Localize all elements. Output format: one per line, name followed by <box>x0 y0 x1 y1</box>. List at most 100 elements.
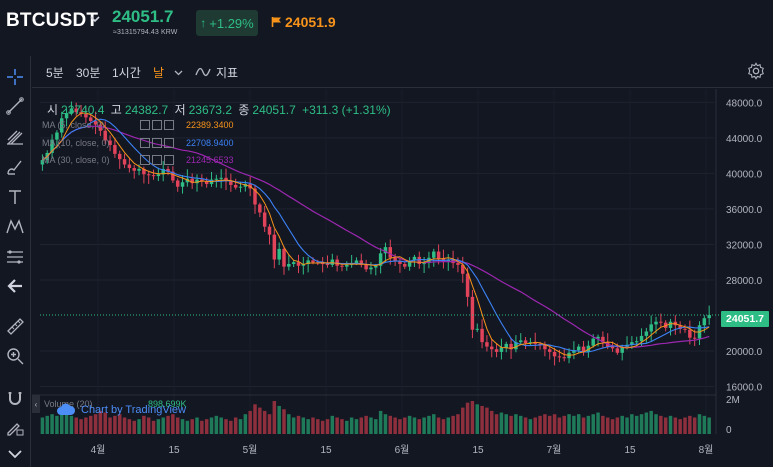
candle-body <box>610 346 615 349</box>
volume-bar <box>668 415 673 434</box>
volume-value: 898.699K <box>148 399 187 409</box>
volume-bar <box>243 414 248 434</box>
candlestick-chart[interactable]: 48000.0 44000.0 40000.0 36000.0 32000.0 28000… <box>32 89 773 467</box>
candle-body <box>552 351 557 357</box>
lock-tool[interactable] <box>4 416 26 438</box>
candle-body <box>668 321 673 328</box>
collapse-legend-button[interactable]: ‹ <box>32 395 40 413</box>
pattern-tool[interactable] <box>4 216 26 238</box>
more-tools[interactable] <box>4 443 26 465</box>
volume-bar <box>267 414 272 434</box>
volume-bar <box>364 415 368 434</box>
timeframe-1h[interactable]: 1시간 <box>112 66 141 80</box>
tradingview-credit[interactable]: Chart by TradingView <box>56 403 186 416</box>
volume-bar <box>562 415 566 434</box>
candle-body <box>509 343 513 350</box>
candle-body <box>596 336 600 339</box>
chevron-down-icon[interactable] <box>174 68 183 77</box>
candle-body <box>490 346 494 350</box>
volume-bar <box>60 410 64 434</box>
close-value: 24051.7 <box>252 103 296 117</box>
candle-body <box>480 328 484 343</box>
pitchfork-tool[interactable] <box>4 126 26 148</box>
volume-bar <box>253 404 257 434</box>
eye-icon[interactable] <box>140 155 150 165</box>
close-icon[interactable] <box>164 120 174 130</box>
close-icon[interactable] <box>164 155 174 165</box>
volume-bar <box>591 414 595 434</box>
eye-icon[interactable] <box>140 120 150 130</box>
symbol-selector[interactable]: BTCUSDT <box>6 10 99 31</box>
candle-body <box>620 347 624 353</box>
settings-gear-icon[interactable] <box>747 62 765 80</box>
volume-bar <box>142 415 146 434</box>
chevron-down-icon[interactable] <box>90 14 100 24</box>
volume-bar <box>340 419 344 434</box>
candle-body <box>55 132 59 140</box>
candle-body <box>688 329 692 338</box>
candle-body <box>50 139 54 153</box>
brush-tool[interactable] <box>4 156 26 178</box>
candle-body <box>572 350 576 353</box>
candle-body <box>229 181 233 185</box>
ma10-line <box>42 118 710 353</box>
trend-line-tool[interactable] <box>4 95 26 117</box>
candle-body <box>586 345 591 352</box>
timeframe-day[interactable]: 날 <box>153 66 165 80</box>
back-tool[interactable] <box>4 275 26 297</box>
volume-bar <box>345 420 349 434</box>
fibonacci-icon <box>7 250 23 264</box>
crosshair-tool[interactable] <box>4 66 26 88</box>
eye-icon[interactable] <box>140 138 150 148</box>
candle-body <box>678 325 682 329</box>
settings-icon[interactable] <box>152 155 162 165</box>
timeframe-5m[interactable]: 5분 <box>46 66 64 80</box>
measure-tool[interactable] <box>4 315 26 337</box>
indicators-button[interactable]: 지표 <box>216 66 239 80</box>
x-tick-label: 15 <box>624 445 636 456</box>
timeframe-30m[interactable]: 30분 <box>76 66 101 80</box>
volume-bar <box>678 419 682 434</box>
settings-icon[interactable] <box>152 138 162 148</box>
zoom-tool[interactable] <box>4 345 26 367</box>
volume-bar <box>480 405 484 434</box>
text-tool[interactable] <box>4 186 26 208</box>
close-icon[interactable] <box>164 138 174 148</box>
candle-body <box>238 186 243 188</box>
volume-bar <box>287 414 291 434</box>
volume-bar <box>644 412 649 434</box>
volume-bar <box>113 415 117 434</box>
volume-bar <box>180 419 185 434</box>
volume-bar <box>552 414 557 434</box>
candle-body <box>233 184 238 188</box>
ma30-legend[interactable]: MA (30, close, 0) 21245.6533 <box>42 155 234 165</box>
candle-body <box>175 180 180 187</box>
candle-body <box>523 340 528 344</box>
settings-icon[interactable] <box>152 120 162 130</box>
volume-bar <box>185 420 190 434</box>
ma10-legend[interactable]: MA (10, close, 0) 22708.9400 <box>42 138 234 148</box>
volume-bar <box>688 415 692 434</box>
fib-tool[interactable] <box>4 246 26 268</box>
candle-body <box>287 263 291 267</box>
volume-bar <box>79 419 83 434</box>
price-chart[interactable]: 48000.0 44000.0 40000.0 36000.0 32000.0 28000… <box>32 89 773 467</box>
candle-body <box>117 153 122 160</box>
x-tick-label: 4월 <box>91 444 106 456</box>
low-value: 23673.2 <box>188 103 232 117</box>
volume-bar <box>412 417 417 434</box>
volume-bar <box>610 419 615 434</box>
indicator-icon[interactable] <box>195 66 211 78</box>
candle-body <box>625 344 629 348</box>
candle-body <box>335 259 339 266</box>
candle-body <box>127 164 132 169</box>
candle-body <box>436 251 441 259</box>
ma5-legend[interactable]: MA (5, close, 0) 22389.3400 <box>42 120 234 130</box>
magnet-tool[interactable] <box>4 387 26 409</box>
candle-body <box>345 264 349 267</box>
volume-bar <box>470 401 475 434</box>
candle-body <box>291 262 296 264</box>
candle-body <box>403 263 407 267</box>
volume-bar <box>446 417 451 434</box>
candle-body <box>195 179 199 184</box>
